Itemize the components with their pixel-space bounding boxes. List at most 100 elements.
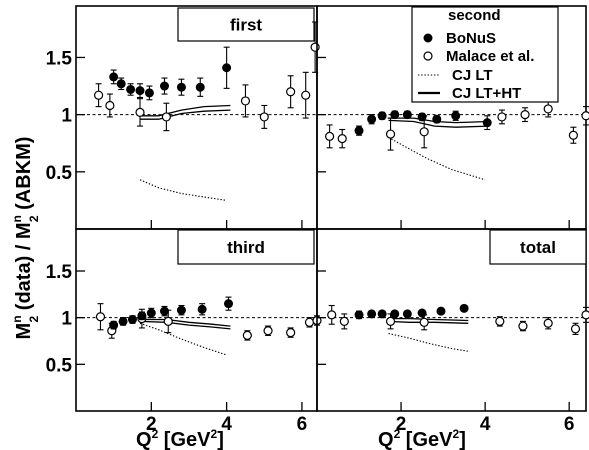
malace-point [301, 90, 311, 100]
bonus-point [135, 86, 145, 96]
malace-point [581, 111, 589, 121]
y-tick-label: 1 [61, 106, 72, 127]
bonus-point [436, 306, 446, 316]
malace-point [495, 316, 505, 326]
bonus-point [126, 84, 136, 94]
panel-title: third [227, 238, 265, 257]
bonus-point [354, 310, 364, 320]
bonus-point [118, 316, 128, 326]
x-axis-label-right: Q2 [GeV2] [378, 427, 466, 450]
legend: second BoNuS Malace et al. CJ LT CJ LT+H… [411, 6, 559, 103]
bonus-point [390, 309, 400, 319]
malace-point [325, 131, 335, 141]
bonus-point [482, 118, 492, 128]
legend-entry-malace: Malace et al. [446, 48, 534, 65]
malace-point [163, 316, 173, 326]
malace-point [568, 130, 578, 140]
bonus-point [159, 81, 169, 91]
malace-point [286, 328, 296, 338]
malace-point [337, 134, 347, 144]
panel-title: total [520, 238, 556, 257]
x-tick-label: 6 [564, 414, 575, 435]
panel-title-box [177, 229, 315, 265]
malace-point [161, 112, 171, 122]
panel-1: 0.5 1 1.5 first [46, 5, 320, 230]
y-tick-label: 1.5 [46, 262, 73, 283]
bonus-point [176, 82, 186, 92]
bonus-point [451, 111, 461, 121]
bonus-point [176, 305, 186, 315]
legend-malace-marker [423, 51, 433, 61]
malace-point [263, 326, 273, 336]
x-tick-label: 4 [480, 414, 491, 435]
malace-point [570, 324, 581, 334]
bonus-point [459, 303, 469, 313]
malace-point [135, 107, 145, 117]
bonus-point [417, 308, 427, 318]
legend-entry-cj-lt: CJ LT [452, 67, 493, 84]
y-tick-label: 1 [61, 309, 72, 330]
malace-point [339, 316, 349, 326]
bonus-point [402, 309, 412, 319]
legend-bonus-marker [423, 33, 433, 43]
bonus-point [222, 63, 232, 73]
malace-point [497, 112, 507, 122]
malace-point [419, 317, 429, 327]
bonus-point [367, 309, 377, 319]
malace-point [286, 87, 296, 97]
cj-ht-lower-line [140, 109, 231, 120]
legend-title: second [448, 7, 501, 24]
cj-ht-upper-line [140, 318, 231, 327]
bonus-point [432, 114, 442, 124]
malace-point [259, 112, 269, 122]
bonus-point [109, 72, 119, 82]
bonus-point [116, 79, 126, 89]
cj-lt-line [388, 137, 486, 181]
legend-entry-cj-ht: CJ LT+HT [452, 85, 521, 102]
malace-point [520, 110, 530, 120]
y-tick-label: 0.5 [46, 163, 73, 184]
x-tick-label: 2 [396, 414, 407, 435]
x-tick-label: 6 [297, 414, 308, 435]
malace-point [242, 330, 252, 340]
malace-point [385, 129, 396, 139]
cj-lt-line [139, 322, 227, 356]
malace-point [581, 310, 589, 320]
bonus-point [109, 320, 119, 330]
malace-point [93, 90, 104, 100]
malace-point [310, 42, 320, 52]
malace-point [385, 316, 396, 326]
malace-point [518, 321, 528, 331]
panel-title: first [230, 16, 262, 35]
panels-layer: 0.5 1 1.5 first 0.5 1 1.5 2 4 6 third 2 4 6 total [46, 5, 589, 435]
y-tick-label: 1.5 [46, 48, 73, 69]
bonus-point [159, 306, 169, 316]
malace-point [419, 127, 429, 137]
cj-lt-line [139, 179, 227, 201]
cj-ht-upper-line [388, 317, 469, 322]
cj-lt-line [388, 332, 469, 352]
bonus-point [402, 110, 412, 120]
bonus-point [224, 299, 234, 309]
bonus-point [197, 304, 207, 314]
bonus-point [417, 112, 427, 122]
bonus-point [377, 111, 387, 121]
x-axis-label-left: Q2 [GeV2] [136, 427, 224, 450]
malace-point [240, 96, 251, 106]
legend-box [411, 6, 559, 103]
x-tick-label: 4 [221, 414, 232, 435]
bonus-point [390, 110, 400, 120]
cj-ht-lower-line [388, 119, 490, 128]
panel-title-box [177, 7, 315, 42]
panel-4: 2 4 6 total [316, 228, 589, 435]
cj-ht-lower-line [139, 320, 231, 330]
bonus-point [195, 82, 205, 92]
legend-entry-bonus: BoNuS [446, 30, 496, 47]
bonus-point [377, 309, 387, 319]
x-tick-label: 2 [146, 414, 157, 435]
panel-3: 0.5 1 1.5 2 4 6 third [46, 228, 322, 435]
malace-point [543, 318, 553, 328]
bonus-point [146, 308, 156, 318]
malace-point [543, 104, 553, 114]
